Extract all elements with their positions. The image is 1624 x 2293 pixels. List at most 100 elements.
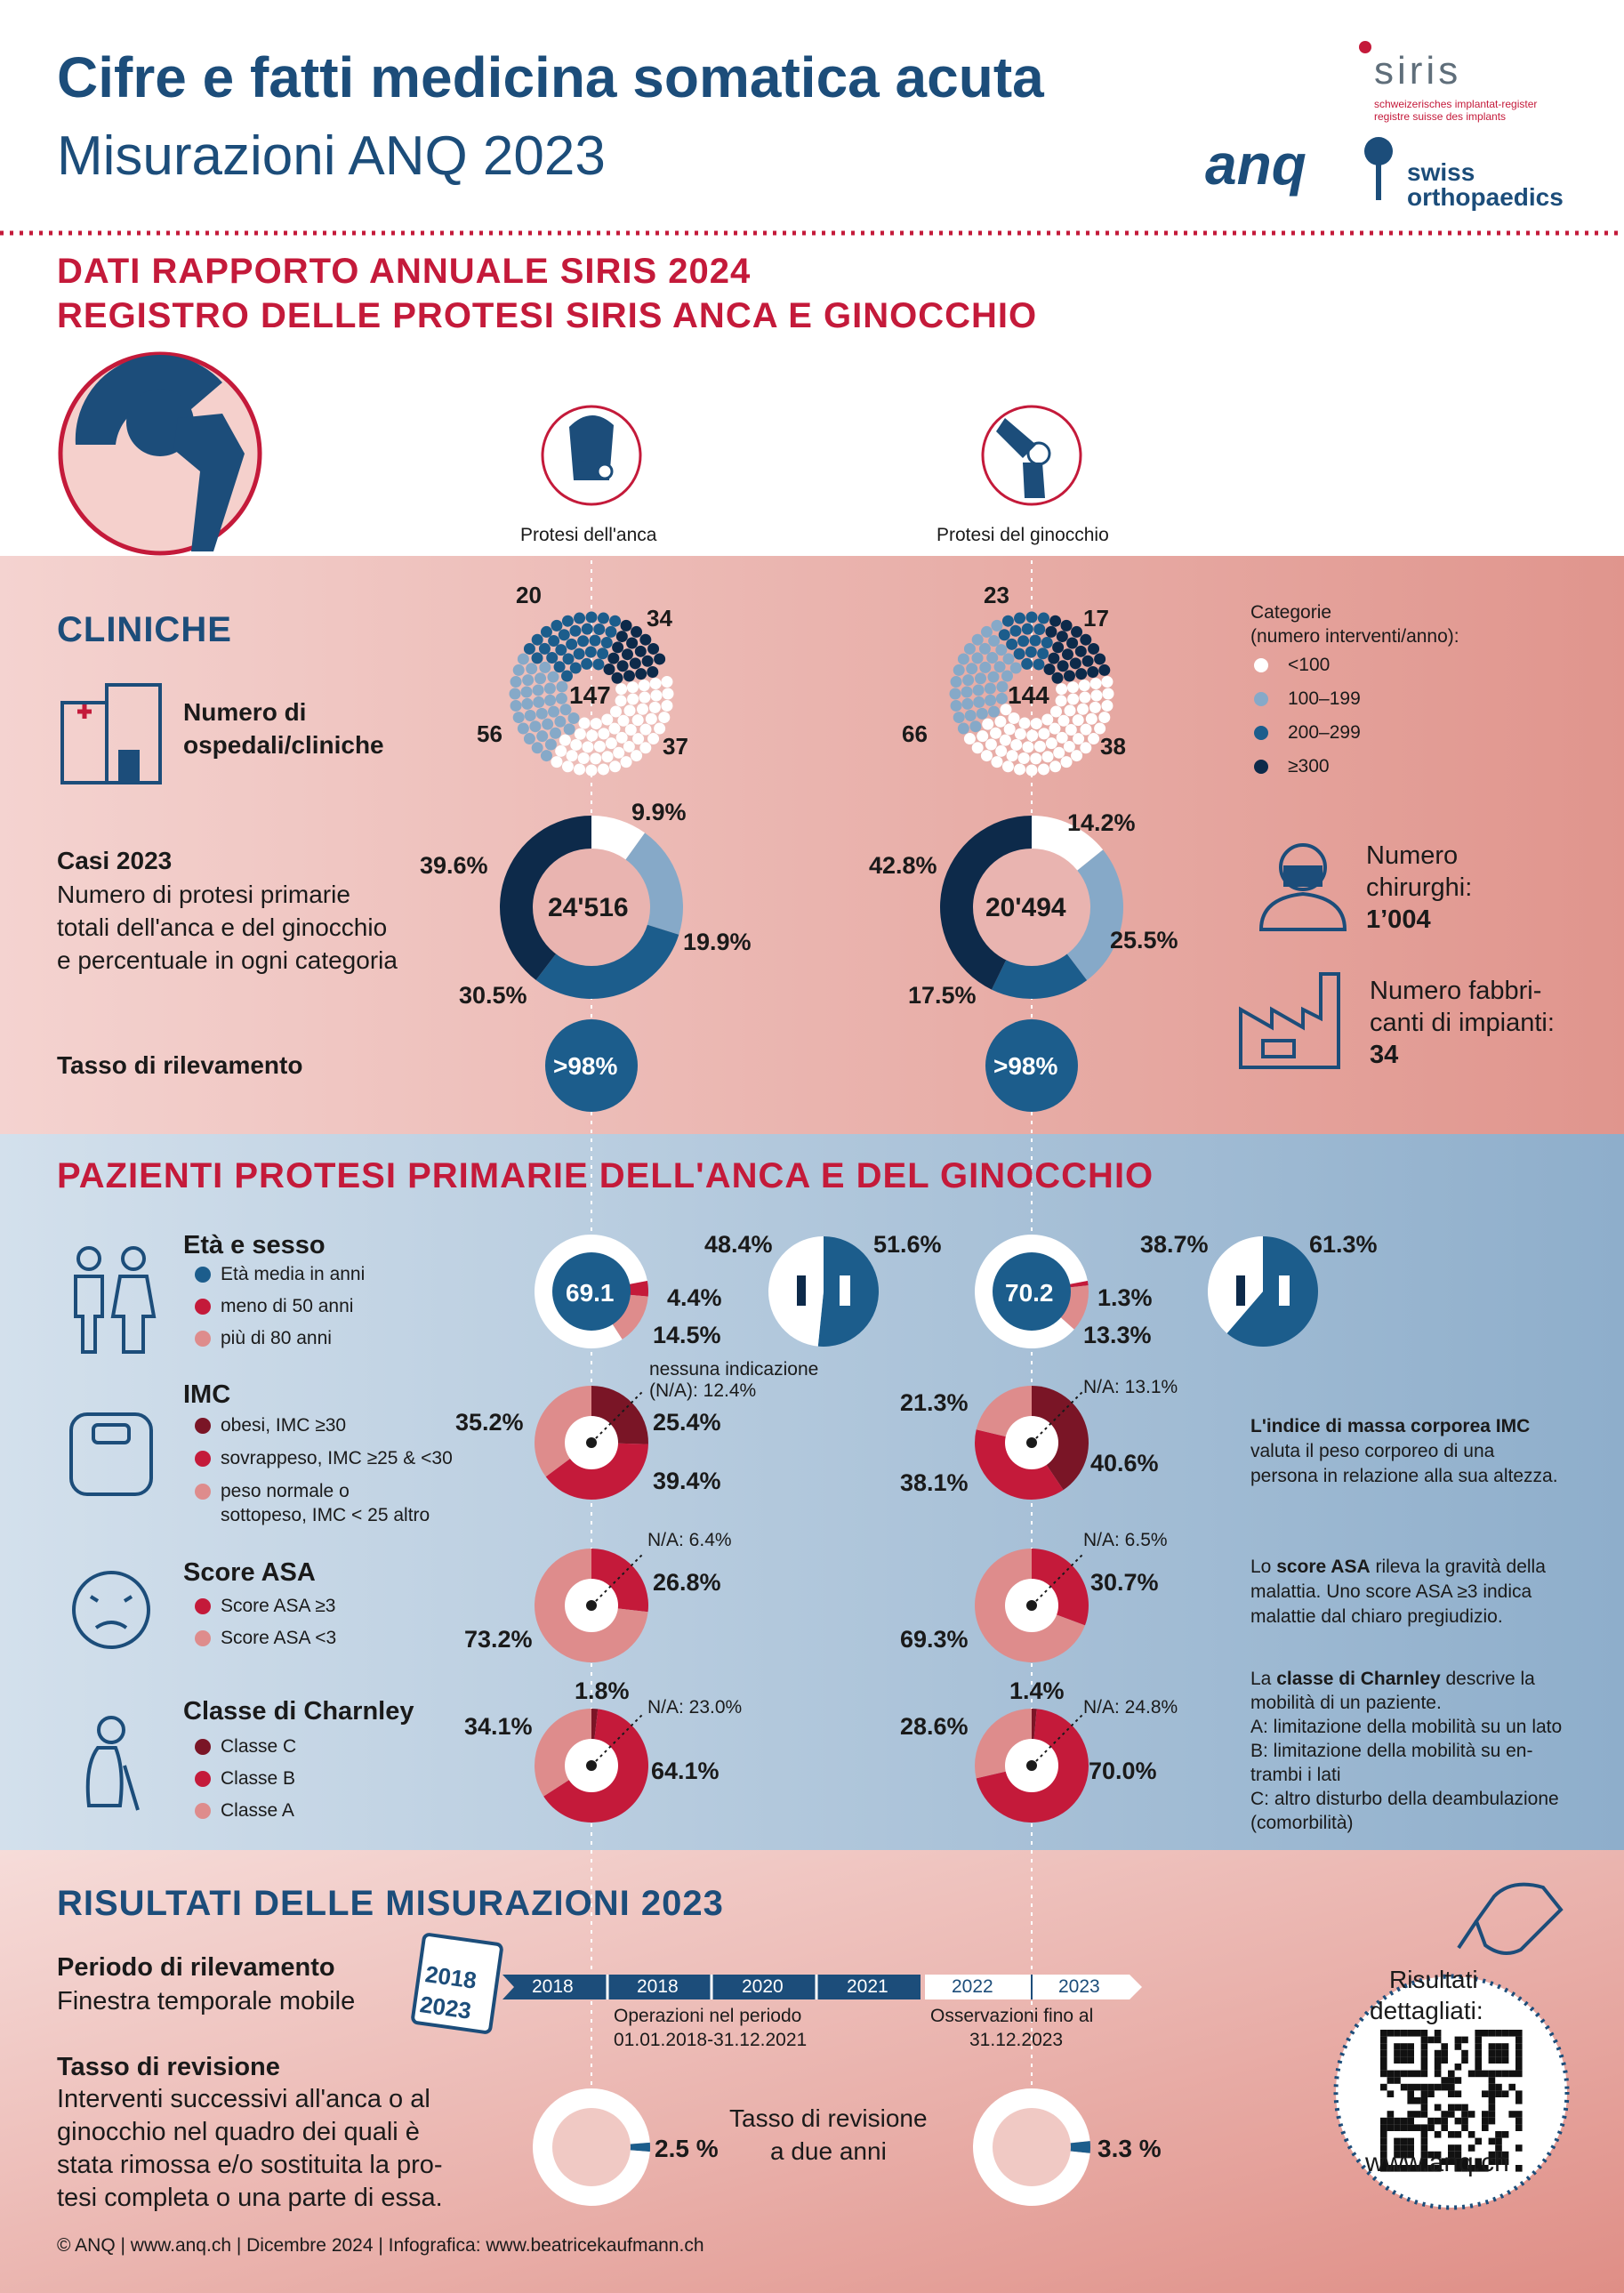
clinic-dot-ge300 xyxy=(631,625,643,638)
clinic-dot-ge300 xyxy=(629,657,641,670)
qr-module xyxy=(1400,2165,1408,2172)
qr-module xyxy=(1441,2077,1448,2084)
qr-module xyxy=(1394,2030,1401,2037)
qr-module xyxy=(1482,2070,1489,2078)
detailed-results-1: Risultati xyxy=(1389,1966,1478,1993)
qr-code[interactable] xyxy=(1380,2030,1523,2172)
qr-module xyxy=(1482,2117,1489,2125)
knee-asa-pie xyxy=(975,1549,1089,1662)
clinic-dot-lt100 xyxy=(639,691,651,704)
qr-module xyxy=(1501,2158,1509,2165)
qr-module xyxy=(1475,2049,1482,2057)
clinic-dot-c100_199 xyxy=(953,712,965,724)
qr-module xyxy=(1407,2111,1414,2118)
knee-cases-300: 42.8% xyxy=(869,852,937,879)
qr-module xyxy=(1407,2030,1414,2037)
qr-module xyxy=(1407,2124,1414,2131)
qr-module xyxy=(1380,2131,1387,2138)
qr-module xyxy=(1414,2070,1421,2078)
hip-dots-total: 147 xyxy=(569,681,611,709)
qr-module xyxy=(1488,2043,1496,2050)
knee-imc-normal: 21.3% xyxy=(900,1389,969,1416)
qr-module xyxy=(1448,2111,1455,2118)
clinic-dot-c100_199 xyxy=(509,688,521,700)
legend-imc-obese-dot xyxy=(195,1418,211,1434)
clinic-dot-lt100 xyxy=(593,740,606,752)
charnley-note-line-6: C: altro disturbo della deambulazione xyxy=(1250,1789,1559,1809)
timeline-year-1: 2018 xyxy=(532,1976,574,1997)
imc-note-1: valuta il peso corporeo di una xyxy=(1250,1441,1495,1461)
clinic-dot-lt100 xyxy=(963,733,976,745)
knee-cases-total: 20'494 xyxy=(985,893,1066,922)
knee-imc-na: N/A: 13.1% xyxy=(1083,1377,1178,1397)
clinic-dot-c100_199 xyxy=(556,680,568,693)
qr-module xyxy=(1380,2117,1387,2125)
clinic-dot-lt100 xyxy=(1056,731,1068,744)
clinic-dot-lt100 xyxy=(971,742,984,754)
qr-module xyxy=(1482,2124,1489,2131)
clinic-dot-lt100 xyxy=(999,734,1011,746)
clinic-dot-c100_199 xyxy=(526,663,538,675)
knee-dots-100: 38 xyxy=(1100,733,1126,760)
qr-module xyxy=(1420,2151,1428,2159)
clinic-dot-lt100 xyxy=(1065,723,1077,736)
clinic-dot-lt100 xyxy=(620,756,632,768)
clinic-dot-lt100 xyxy=(1041,751,1054,763)
clinic-dot-lt100 xyxy=(649,678,662,690)
qr-module xyxy=(1420,2049,1428,2057)
qr-module xyxy=(1407,2056,1414,2064)
clinic-dot-lt100 xyxy=(561,760,574,773)
hospitals-label-2: ospedali/cliniche xyxy=(183,731,384,759)
qr-module xyxy=(1454,2165,1462,2172)
clinic-dot-ge300 xyxy=(634,645,647,657)
qr-module xyxy=(1448,2070,1455,2078)
hip-asa-ge3: 26.8% xyxy=(653,1569,721,1596)
clinic-dot-c100_199 xyxy=(957,722,969,735)
clinic-dot-ge300 xyxy=(635,668,647,680)
clinic-dot-c100_199 xyxy=(548,705,560,718)
clinic-dot-c100_199 xyxy=(953,664,965,676)
clinic-dot-lt100 xyxy=(1057,714,1070,727)
qr-module xyxy=(1448,2077,1455,2084)
imc-legend-normal-1: peso normale o xyxy=(221,1481,350,1501)
clinic-dot-c100_199 xyxy=(532,684,544,696)
qr-module xyxy=(1414,2165,1421,2172)
qr-module xyxy=(1515,2111,1523,2118)
qr-module xyxy=(1427,2151,1435,2159)
timeline-bar xyxy=(502,1975,1142,1999)
clinic-dot-c100_199 xyxy=(550,727,562,739)
qr-module xyxy=(1508,2070,1515,2078)
qr-module xyxy=(1420,2158,1428,2165)
hip-cases-total: 24'516 xyxy=(548,893,629,922)
hip-charnley-a: 34.1% xyxy=(464,1713,533,1740)
qr-module xyxy=(1420,2097,1428,2104)
qr-module xyxy=(1420,2070,1428,2078)
clinic-dot-c100_199 xyxy=(1001,670,1013,682)
qr-module xyxy=(1508,2083,1515,2091)
clinic-dot-c200_299 xyxy=(1017,635,1030,648)
clinic-dot-ge300 xyxy=(1048,652,1060,664)
qr-module xyxy=(1414,2030,1421,2037)
clinic-dot-c100_199 xyxy=(964,709,977,721)
clinic-dot-lt100 xyxy=(990,727,1002,739)
rate-label: Tasso di rilevamento xyxy=(57,1051,303,1079)
clinic-dot-ge300 xyxy=(641,655,654,667)
calendar-icon xyxy=(411,1933,503,2034)
clinic-dot-lt100 xyxy=(601,751,614,763)
qr-module xyxy=(1501,2043,1509,2050)
clinic-dot-ge300 xyxy=(654,653,666,665)
qr-module xyxy=(1461,2158,1468,2165)
clinic-dot-ge300 xyxy=(1087,666,1099,679)
asa-note-line-2: malattia. Uno score ASA ≥3 indica xyxy=(1250,1581,1532,1602)
clinic-dot-c100_199 xyxy=(540,750,552,762)
qr-module xyxy=(1420,2056,1428,2064)
qr-module xyxy=(1475,2064,1482,2071)
clinic-dot-lt100 xyxy=(551,756,563,768)
clinic-dot-lt100 xyxy=(985,738,997,751)
qr-module xyxy=(1501,2049,1509,2057)
legend-dot-100-199 xyxy=(1254,692,1268,706)
anq-url-link[interactable]: www.anq.ch xyxy=(1365,2148,1509,2177)
qr-module xyxy=(1414,2124,1421,2131)
clinic-dot-c200_299 xyxy=(592,658,605,671)
qr-module xyxy=(1461,2111,1468,2118)
